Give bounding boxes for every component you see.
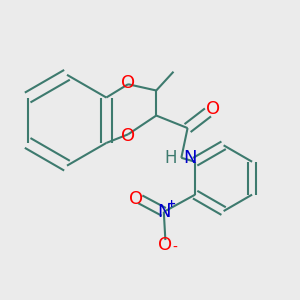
- Text: O: O: [128, 190, 143, 208]
- Text: -: -: [172, 241, 177, 255]
- Text: O: O: [206, 100, 220, 118]
- Text: +: +: [167, 199, 176, 209]
- Text: N: N: [157, 203, 171, 221]
- Text: N: N: [183, 149, 196, 167]
- Text: O: O: [121, 127, 135, 145]
- Text: O: O: [121, 74, 135, 92]
- Text: H: H: [164, 149, 177, 167]
- Text: O: O: [158, 236, 172, 254]
